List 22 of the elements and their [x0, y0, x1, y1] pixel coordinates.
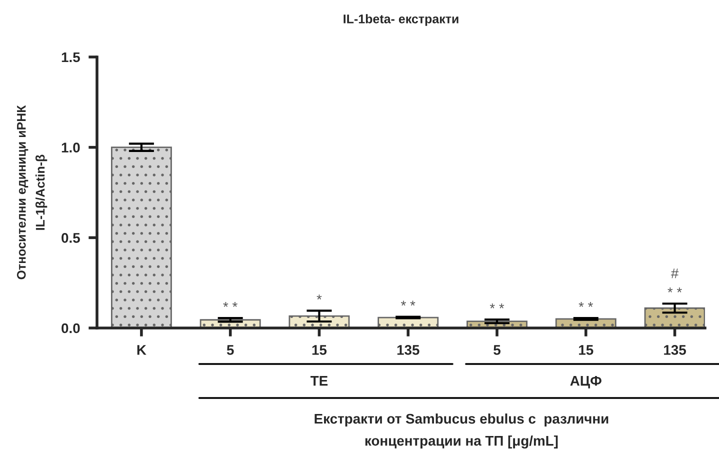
x-tick-label: 15	[312, 345, 327, 355]
text: TE	[310, 376, 328, 386]
x-tick-label: 15	[579, 345, 594, 355]
data-label: *	[316, 294, 322, 300]
x-tick-label: 135	[664, 345, 686, 355]
x-axis-title: Екстракти от Sambucus ebulus с различни концентрации на ТП [μg/mL]	[314, 413, 608, 449]
x-tick-label: 135	[397, 345, 420, 355]
x-tick-label: 5	[494, 345, 500, 355]
y-tick-label: 0.5	[62, 233, 80, 243]
y-tick-label: 1.5	[62, 52, 80, 62]
data-label: * *	[578, 302, 594, 307]
data-label: # * *	[668, 268, 682, 292]
y-axis-title: Относителни единици иРНК IL-1β/Actin-β	[16, 105, 48, 280]
data-label: * *	[223, 302, 238, 307]
chart-title: IL-1beta- екстракти	[344, 14, 458, 26]
y-tick-label: 1.0	[62, 142, 80, 153]
text: АЦФ	[570, 376, 602, 388]
data-label: * *	[401, 300, 416, 306]
y-tick-label: 0.0	[62, 323, 80, 334]
data-label: * *	[490, 303, 504, 308]
x-tick-label: K	[137, 345, 146, 355]
x-tick-label: 5	[226, 345, 234, 355]
